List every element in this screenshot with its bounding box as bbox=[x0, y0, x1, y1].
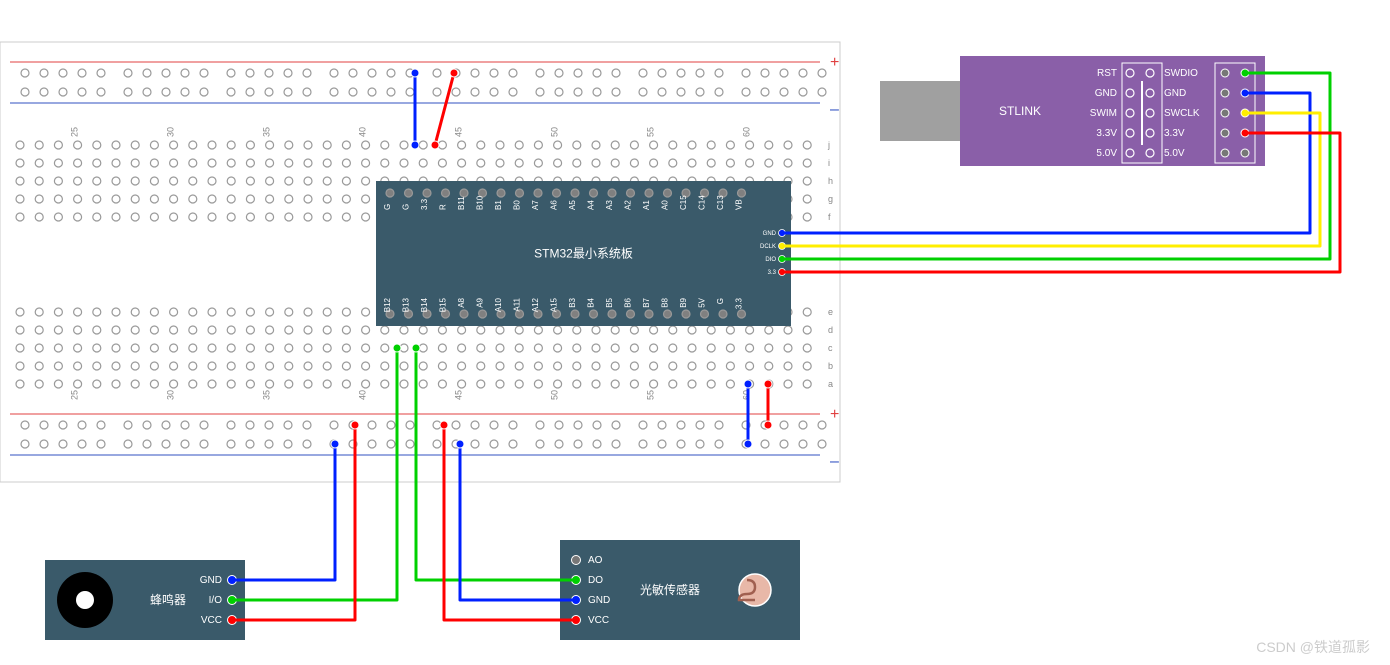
svg-text:C14: C14 bbox=[698, 195, 707, 210]
svg-text:i: i bbox=[828, 158, 830, 168]
svg-text:a: a bbox=[828, 379, 833, 389]
svg-text:STM32最小系统板: STM32最小系统板 bbox=[534, 247, 633, 261]
svg-text:GND: GND bbox=[200, 575, 222, 586]
svg-text:蜂鸣器: 蜂鸣器 bbox=[150, 592, 186, 607]
svg-text:B9: B9 bbox=[679, 297, 688, 307]
svg-text:G: G bbox=[402, 204, 411, 210]
svg-text:25: 25 bbox=[70, 390, 80, 400]
svg-text:A5: A5 bbox=[568, 200, 577, 210]
svg-text:B7: B7 bbox=[642, 297, 651, 307]
svg-text:GND: GND bbox=[1095, 88, 1117, 99]
svg-text:A10: A10 bbox=[494, 297, 503, 312]
svg-text:+: + bbox=[830, 406, 839, 423]
svg-text:B4: B4 bbox=[587, 297, 596, 307]
svg-text:C15: C15 bbox=[679, 195, 688, 210]
svg-text:–: – bbox=[830, 101, 839, 118]
svg-text:5.0V: 5.0V bbox=[1164, 148, 1185, 159]
svg-text:G: G bbox=[716, 298, 725, 304]
svg-text:SWCLK: SWCLK bbox=[1164, 108, 1200, 119]
svg-text:DCLK: DCLK bbox=[760, 244, 776, 250]
svg-text:SWIM: SWIM bbox=[1090, 108, 1117, 119]
svg-text:55: 55 bbox=[646, 390, 656, 400]
svg-text:B3: B3 bbox=[568, 297, 577, 307]
svg-text:5.0V: 5.0V bbox=[1096, 148, 1117, 159]
svg-text:B15: B15 bbox=[439, 297, 448, 312]
svg-text:3.3V: 3.3V bbox=[1164, 128, 1185, 139]
svg-text:50: 50 bbox=[550, 127, 560, 137]
svg-text:R: R bbox=[439, 204, 448, 210]
svg-text:60: 60 bbox=[742, 127, 752, 137]
svg-text:A15: A15 bbox=[550, 297, 559, 312]
svg-text:3.3: 3.3 bbox=[420, 198, 429, 210]
svg-text:55: 55 bbox=[646, 127, 656, 137]
svg-text:STLINK: STLINK bbox=[999, 104, 1041, 118]
svg-text:I/O: I/O bbox=[209, 595, 223, 606]
svg-text:B0: B0 bbox=[513, 200, 522, 210]
svg-text:50: 50 bbox=[550, 390, 560, 400]
svg-text:45: 45 bbox=[454, 390, 464, 400]
svg-text:B8: B8 bbox=[661, 297, 670, 307]
svg-text:G: G bbox=[383, 204, 392, 210]
svg-text:A7: A7 bbox=[531, 200, 540, 210]
svg-text:B13: B13 bbox=[402, 297, 411, 312]
svg-text:3.3V: 3.3V bbox=[1096, 128, 1117, 139]
svg-text:B14: B14 bbox=[420, 297, 429, 312]
svg-text:3.3: 3.3 bbox=[735, 297, 744, 309]
svg-text:B10: B10 bbox=[476, 195, 485, 210]
svg-text:40: 40 bbox=[358, 127, 368, 137]
svg-text:3.3: 3.3 bbox=[768, 270, 777, 276]
svg-text:h: h bbox=[828, 176, 833, 186]
svg-text:A6: A6 bbox=[550, 200, 559, 210]
svg-text:c: c bbox=[828, 343, 833, 353]
svg-text:C13: C13 bbox=[716, 195, 725, 210]
svg-text:40: 40 bbox=[358, 390, 368, 400]
svg-text:B6: B6 bbox=[624, 297, 633, 307]
svg-text:VCC: VCC bbox=[588, 615, 609, 626]
svg-text:GND: GND bbox=[588, 595, 610, 606]
svg-text:A11: A11 bbox=[513, 297, 522, 311]
svg-text:–: – bbox=[830, 453, 839, 470]
svg-text:DO: DO bbox=[588, 575, 603, 586]
svg-text:SWDIO: SWDIO bbox=[1164, 68, 1198, 79]
svg-text:+: + bbox=[830, 54, 839, 71]
svg-text:AO: AO bbox=[588, 555, 603, 566]
svg-text:A2: A2 bbox=[624, 200, 633, 210]
svg-text:B12: B12 bbox=[383, 297, 392, 312]
svg-text:GND: GND bbox=[763, 231, 777, 237]
svg-text:A9: A9 bbox=[476, 297, 485, 307]
svg-text:A1: A1 bbox=[642, 200, 651, 210]
svg-text:b: b bbox=[828, 361, 833, 371]
svg-text:d: d bbox=[828, 325, 833, 335]
svg-text:VCC: VCC bbox=[201, 615, 222, 626]
svg-text:25: 25 bbox=[70, 127, 80, 137]
svg-text:g: g bbox=[828, 194, 833, 204]
svg-text:光敏传感器: 光敏传感器 bbox=[640, 582, 700, 597]
svg-text:5V: 5V bbox=[698, 297, 707, 307]
svg-text:B1: B1 bbox=[494, 200, 503, 210]
svg-text:VB: VB bbox=[735, 199, 744, 210]
svg-text:A3: A3 bbox=[605, 200, 614, 210]
svg-text:A8: A8 bbox=[457, 297, 466, 307]
svg-text:A0: A0 bbox=[661, 200, 670, 210]
svg-text:RST: RST bbox=[1097, 68, 1117, 79]
watermark: CSDN @铁道孤影 bbox=[1256, 637, 1370, 657]
svg-text:B5: B5 bbox=[605, 297, 614, 307]
svg-text:A4: A4 bbox=[587, 200, 596, 210]
svg-text:45: 45 bbox=[454, 127, 464, 137]
svg-text:j: j bbox=[827, 140, 830, 150]
svg-text:B11: B11 bbox=[457, 196, 466, 210]
svg-text:30: 30 bbox=[166, 127, 176, 137]
svg-text:35: 35 bbox=[262, 127, 272, 137]
svg-text:35: 35 bbox=[262, 390, 272, 400]
svg-text:GND: GND bbox=[1164, 88, 1186, 99]
svg-text:e: e bbox=[828, 307, 833, 317]
svg-text:DIO: DIO bbox=[765, 257, 776, 263]
svg-text:A12: A12 bbox=[531, 297, 540, 312]
svg-text:30: 30 bbox=[166, 390, 176, 400]
